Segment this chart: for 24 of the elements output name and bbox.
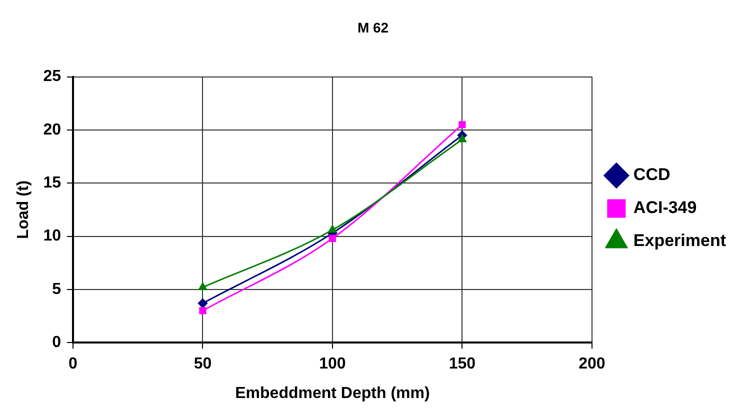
legend-label: CCD bbox=[633, 165, 670, 184]
point bbox=[458, 121, 466, 128]
point bbox=[328, 225, 337, 233]
chart-title: M 62 bbox=[357, 19, 389, 36]
point bbox=[198, 298, 208, 308]
x-tick-label: 50 bbox=[194, 356, 212, 373]
x-tick-label: 150 bbox=[448, 356, 476, 373]
y-tick-label: 0 bbox=[52, 334, 62, 352]
y-tick-label: 20 bbox=[43, 121, 62, 138]
y-tick-label: 25 bbox=[43, 68, 62, 86]
x-tick-label: 0 bbox=[68, 356, 78, 373]
x-tick-label: 200 bbox=[578, 356, 606, 373]
x-tick-label: 100 bbox=[319, 356, 346, 373]
point bbox=[328, 234, 336, 242]
x-axis-title: Embeddment Depth (mm) bbox=[235, 384, 430, 402]
point bbox=[458, 134, 466, 142]
point bbox=[198, 282, 207, 290]
y-tick-label: 10 bbox=[43, 228, 62, 245]
legend-label: ACI-349 bbox=[633, 198, 697, 218]
legend-label: Experiment bbox=[633, 231, 726, 250]
y-tick-label: 5 bbox=[52, 280, 62, 298]
y-axis-title: Load (t) bbox=[15, 180, 32, 240]
point bbox=[199, 307, 206, 314]
y-tick-label: 15 bbox=[43, 174, 62, 192]
